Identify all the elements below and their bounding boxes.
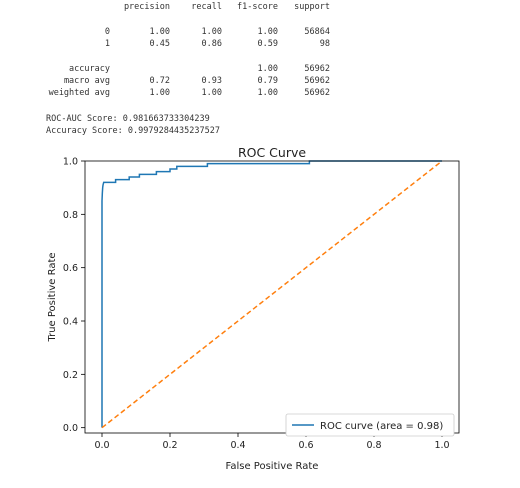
roc-curve-line — [101, 160, 442, 428]
cell-support: 56962 — [304, 76, 330, 86]
cell-precision: 1.00 — [149, 88, 170, 98]
row-label: macro avg — [63, 76, 110, 86]
header-support: support — [294, 2, 330, 12]
row-label: accuracy — [69, 64, 110, 74]
roc-auc-score-line: ROC-AUC Score: 0.981663733304239 — [46, 114, 210, 124]
series-layer — [101, 160, 443, 429]
cell-support: 56962 — [304, 64, 330, 74]
y-tick-label: 0.8 — [63, 210, 78, 221]
cell-precision: 1.00 — [149, 27, 170, 37]
x-tick-label: 0.8 — [366, 440, 381, 451]
cell-support: 98 — [319, 39, 330, 49]
y-tick-label: 0.6 — [63, 263, 78, 274]
cell-recall: 0.86 — [201, 39, 222, 49]
y-axis-label: True Positive Rate — [47, 252, 58, 342]
y-axis-ticks: 0.0 0.2 0.4 0.6 0.8 1.0 — [63, 157, 85, 434]
header-recall: recall — [191, 2, 222, 12]
cell-f1-score: 1.00 — [257, 88, 278, 98]
accuracy-score-line: Accuracy Score: 0.9979284435237527 — [46, 126, 220, 136]
cell-recall: 1.00 — [201, 88, 222, 98]
legend-label: ROC curve (area = 0.98) — [320, 421, 443, 432]
row-label: weighted avg — [48, 88, 110, 98]
header-precision: precision — [123, 2, 170, 12]
x-tick-label: 0.2 — [162, 440, 177, 451]
legend-box — [285, 413, 455, 437]
cell-recall: 0.93 — [201, 76, 222, 86]
cell-support: 56962 — [304, 88, 330, 98]
plot-frame — [84, 160, 460, 434]
legend: ROC curve (area = 0.98) — [285, 413, 455, 437]
plot-background — [85, 161, 459, 433]
cell-f1-score: 0.59 — [257, 39, 278, 49]
x-tick-label: 0.4 — [230, 440, 245, 451]
y-tick-label: 0.4 — [63, 317, 78, 328]
chance-diagonal-line — [101, 160, 443, 429]
classification-report: precision recall f1-score support 0 1.00… — [0, 0, 520, 140]
roc-chart: 0.0 0.2 0.4 0.6 0.8 1.0 0.0 0.2 0.4 0.6 0.8 1.0 RO… — [47, 145, 460, 472]
header-f1-score: f1-score — [237, 2, 278, 12]
cell-recall: 1.00 — [201, 27, 222, 37]
x-axis-label: False Positive Rate — [226, 461, 319, 472]
y-tick-label: 0.2 — [63, 370, 78, 381]
cell-f1-score: 1.00 — [257, 64, 278, 74]
cell-precision: 0.72 — [149, 76, 170, 86]
x-tick-label: 0.0 — [94, 440, 109, 451]
cell-support: 56864 — [304, 27, 330, 37]
cell-precision: 0.45 — [149, 39, 170, 49]
cell-f1-score: 1.00 — [257, 27, 278, 37]
chart-title: ROC Curve — [238, 145, 306, 160]
y-tick-label: 0.0 — [63, 423, 78, 434]
x-tick-label: 1.0 — [434, 440, 449, 451]
row-label: 0 — [104, 27, 110, 37]
x-tick-label: 0.6 — [298, 440, 313, 451]
y-tick-label: 1.0 — [63, 157, 78, 168]
row-label: 1 — [104, 39, 110, 49]
cell-f1-score: 0.79 — [257, 76, 278, 86]
